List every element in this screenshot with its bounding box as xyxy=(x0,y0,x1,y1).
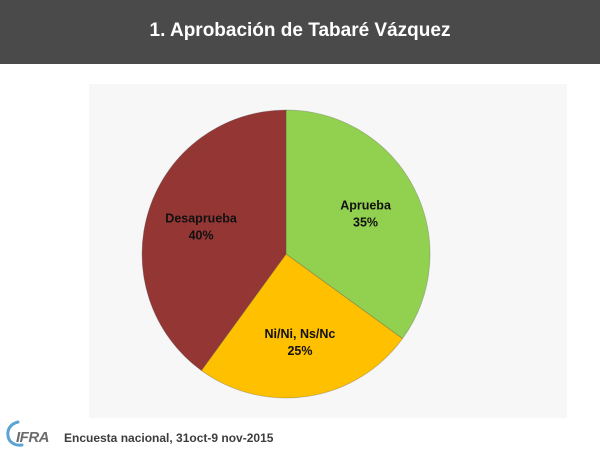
svg-text:IFRA: IFRA xyxy=(16,429,49,446)
slice-label-2: Desaprueba 40% xyxy=(165,211,238,242)
slice-label-1: Ni/Ni, Ns/Nc 25% xyxy=(265,327,336,358)
cifra-logo: IFRA xyxy=(6,420,50,447)
pie-slice-ni-ni-ns-nc xyxy=(200,253,404,399)
slide-title: 1. Aprobación de Tabaré Vázquez xyxy=(149,20,451,41)
slice-label-0: Aprueba 35% xyxy=(340,198,392,229)
pie-slice-aprueba xyxy=(285,109,431,340)
header-bar: 1. Aprobación de Tabaré Vázquez xyxy=(0,0,600,64)
pie-slice-desaprueba xyxy=(141,109,287,372)
survey-note: Encuesta nacional, 31oct-9 nov-2015 xyxy=(64,431,274,445)
